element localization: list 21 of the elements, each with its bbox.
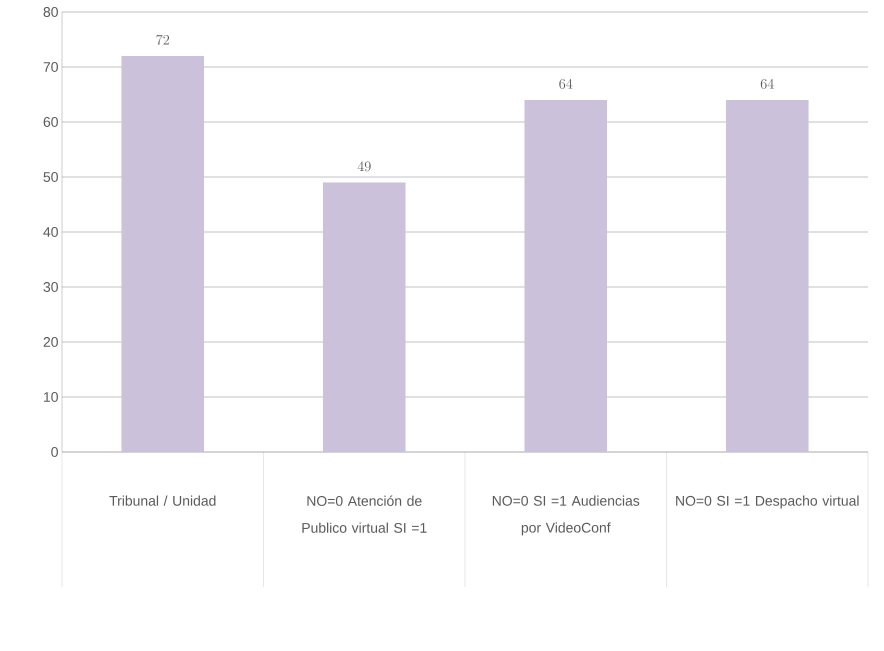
- y-tick-label: 60: [44, 117, 58, 127]
- y-tick-label: 30: [43, 282, 58, 292]
- data-label: 64: [559, 78, 572, 89]
- x-tick-label: NO=0 SI =1 Despacho virtual: [676, 496, 859, 509]
- bar: [524, 100, 608, 452]
- x-tick-label: NO=0 SI =1 Audiencias por VideoConf: [492, 496, 640, 536]
- data-label: 64: [760, 78, 774, 89]
- bar: [322, 182, 406, 452]
- y-tick-label: 70: [44, 62, 58, 72]
- data-label: 72: [156, 34, 170, 45]
- y-tick-label: 40: [43, 227, 58, 237]
- data-label: 49: [358, 161, 371, 172]
- bar: [726, 100, 809, 452]
- y-tick-label: 80: [44, 7, 58, 17]
- y-tick-label: 10: [44, 392, 58, 402]
- y-tick-label: 20: [44, 337, 58, 347]
- bar: [121, 56, 204, 452]
- y-tick-label: 50: [44, 172, 58, 182]
- x-tick-label: Tribunal / Unidad: [109, 496, 216, 506]
- x-tick-label: NO=0 Atención de Publico virtual SI =1: [302, 496, 427, 533]
- y-tick-label: 0: [51, 447, 58, 457]
